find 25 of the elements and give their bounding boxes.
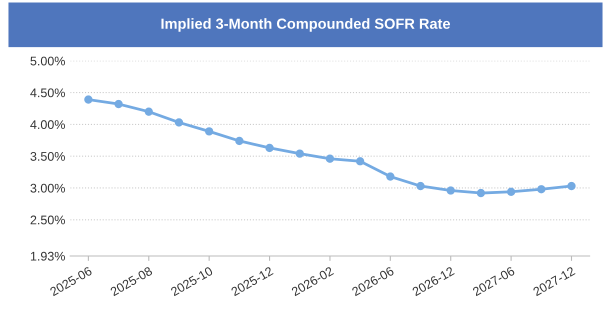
y-tick-label: 3.00% (30, 184, 65, 193)
y-tick-label: 4.50% (30, 88, 65, 98)
point (567, 182, 576, 190)
point (265, 144, 274, 152)
point (84, 95, 93, 104)
point (356, 157, 364, 166)
point (296, 149, 304, 158)
point (144, 108, 153, 116)
point (537, 185, 546, 194)
point (446, 186, 455, 195)
point (114, 100, 123, 108)
point (235, 136, 244, 146)
chart-title: Implied 3-Month Compounded SOFR Rate (161, 18, 450, 32)
y-tick-label: 2.50% (30, 216, 65, 224)
y-tick-label: 5.00% (30, 56, 65, 66)
y-tick-label: 3.50% (30, 152, 65, 161)
point (416, 182, 425, 190)
point (204, 127, 214, 136)
point (386, 172, 394, 181)
y-tick-label: 4.00% (30, 120, 65, 130)
point (326, 154, 334, 163)
point (476, 188, 486, 198)
point (174, 118, 184, 127)
y-tick-label: 1.93% (30, 252, 65, 261)
point (506, 188, 516, 196)
